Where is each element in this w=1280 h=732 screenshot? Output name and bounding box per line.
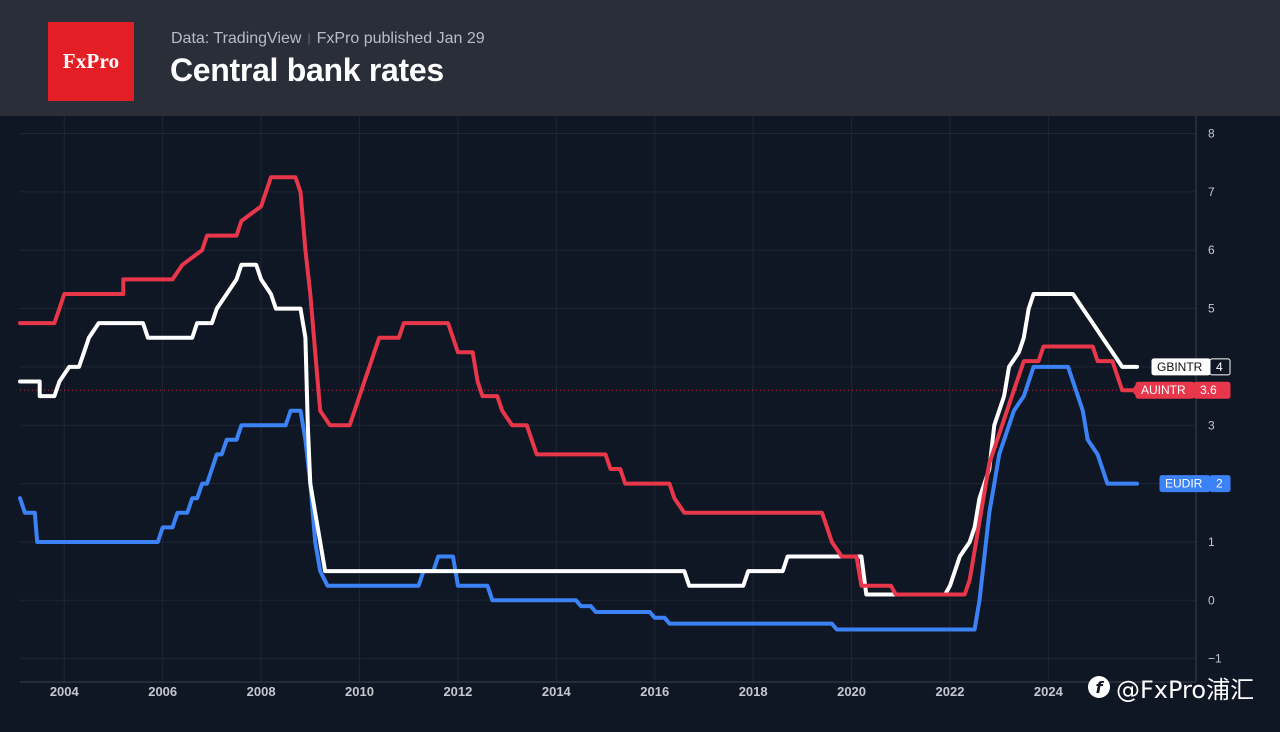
series-value-auintr: 3.6 [1200, 383, 1217, 397]
watermark: f @FxPro浦汇 [1088, 672, 1255, 704]
series-line-gbintr [18, 262, 1139, 597]
y-tick-label: 1 [1208, 535, 1215, 549]
watermark-text: @FxPro浦汇 [1116, 675, 1255, 704]
published-note: FxPro published Jan 29 [316, 30, 485, 47]
x-tick-label: 2014 [542, 684, 572, 699]
x-tick-label: 2010 [345, 684, 374, 699]
logo-text: FxPro [62, 49, 120, 73]
x-tick-label: 2024 [1034, 684, 1064, 699]
chart-header: FxPro Data: TradingView | FxPro published … [0, 0, 1280, 116]
y-tick-label: 6 [1208, 243, 1215, 257]
series-line-eudir [18, 364, 1139, 632]
x-tick-label: 2012 [443, 684, 472, 699]
y-tick-label: 7 [1208, 185, 1215, 199]
x-tick-label: 2008 [247, 684, 276, 699]
series-line-auintr [18, 175, 1139, 597]
x-tick-label: 2020 [837, 684, 866, 699]
y-tick-label: 5 [1208, 302, 1215, 316]
series-value-box-eudir [1209, 475, 1231, 493]
y-tick-label: 0 [1208, 593, 1215, 607]
plot-area: 8 7 6 5 4 3 2 1 0 −1 2004 2006 2008 2010 2012 2014 2016 2… [0, 116, 1280, 732]
series-label-auintr: AUINTR [1141, 383, 1186, 397]
series-value-box-gbintr [1209, 358, 1231, 376]
series-value-box-auintr [1193, 381, 1231, 399]
separator: | [307, 31, 311, 45]
y-tick-label: −1 [1208, 652, 1222, 666]
y-tick-label: 8 [1208, 127, 1215, 141]
x-tick-label: 2004 [50, 684, 80, 699]
series-value-gbintr: 4 [1216, 360, 1223, 374]
data-source: Data: TradingView [171, 30, 302, 47]
x-tick-label: 2018 [739, 684, 768, 699]
source-line: Data: TradingView | FxPro published Jan 29 [171, 30, 485, 48]
x-tick-label: 2006 [148, 684, 177, 699]
x-tick-label: 2022 [936, 684, 965, 699]
series-label-eudir: EUDIR [1165, 477, 1203, 491]
fxpro-logo: FxPro [48, 22, 134, 101]
series-label-gbintr: GBINTR [1157, 360, 1203, 374]
chart-title: Central bank rates [170, 52, 444, 88]
series-value-eudir: 2 [1216, 477, 1223, 491]
x-tick-label: 2016 [640, 684, 669, 699]
rates-chart: 8 7 6 5 4 3 2 1 0 −1 2004 2006 2008 2010 2012 2014 2016 2… [18, 116, 1231, 699]
weibo-logo-icon: f [1088, 676, 1110, 698]
y-tick-label: 3 [1208, 418, 1215, 432]
